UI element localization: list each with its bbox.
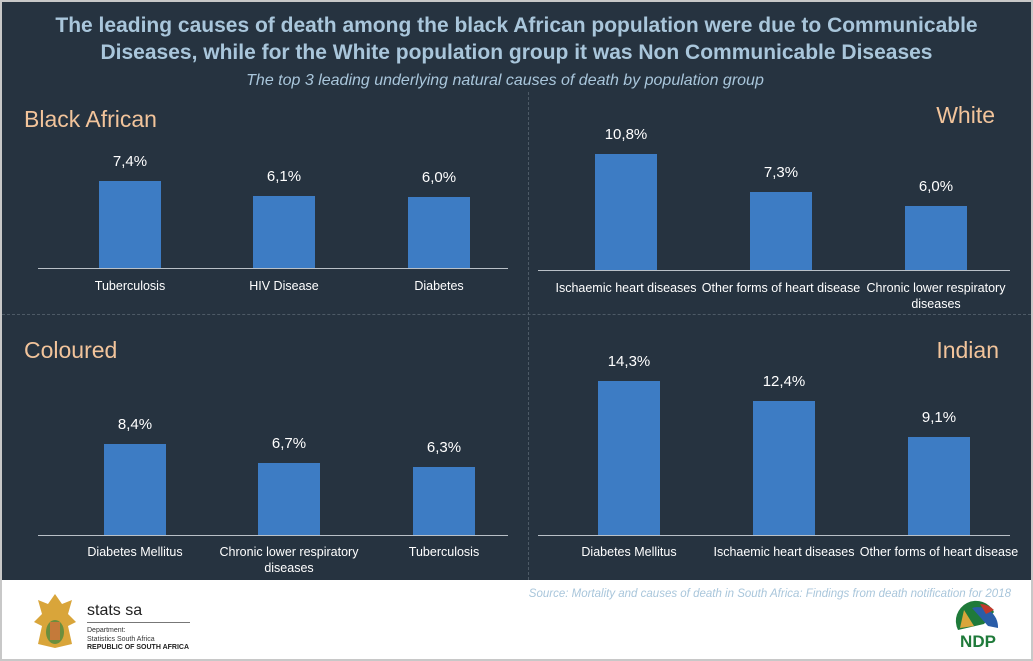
category-label: Tuberculosis xyxy=(94,279,166,293)
headline-line-1: The leading causes of death among the bl… xyxy=(55,14,978,37)
bar-other-forms-of-heart-disease xyxy=(750,191,812,270)
category-label: Other forms of heart disease xyxy=(701,281,861,295)
data-label: 9,1% xyxy=(921,408,957,426)
x-axis-line xyxy=(538,535,1010,536)
category-label: Diabetes Mellitus xyxy=(87,545,183,559)
coat-of-arms-logo xyxy=(34,594,76,648)
bar-tuberculosis xyxy=(99,180,161,268)
data-label: 12,4% xyxy=(762,373,806,391)
data-label: 6,0% xyxy=(421,169,457,187)
bar-ischaemic-heart-diseases xyxy=(595,153,657,270)
x-axis-line xyxy=(38,535,508,536)
category-label: Ischaemic heart diseases xyxy=(555,281,697,295)
data-label: 6,3% xyxy=(426,438,462,456)
category-label: Diabetes xyxy=(414,279,464,293)
dept-line-2: Statistics South Africa xyxy=(87,636,155,643)
data-label: 8,4% xyxy=(117,416,153,434)
ndp-logo: NDP xyxy=(955,600,999,650)
bar-diabetes xyxy=(408,197,470,268)
category-label: Diabetes Mellitus xyxy=(581,545,677,559)
x-axis-line xyxy=(38,268,508,269)
stats-sa-brand: stats sa xyxy=(87,602,143,619)
footer: Source: Mortality and causes of death in… xyxy=(2,580,1031,659)
data-label: 10,8% xyxy=(604,125,648,143)
panel-title: Indian xyxy=(936,337,999,363)
bar-other-forms-of-heart-disease xyxy=(908,436,970,535)
bar-diabetes-mellitus xyxy=(598,380,660,535)
category-label: Ischaemic heart diseases xyxy=(713,545,855,559)
data-label: 7,3% xyxy=(763,163,799,181)
bar-diabetes-mellitus xyxy=(104,444,166,535)
svg-text:NDP: NDP xyxy=(960,632,996,650)
department-label: Department: Statistics South Africa xyxy=(87,626,155,644)
data-label: 14,3% xyxy=(607,352,651,370)
category-label: HIV Disease xyxy=(249,279,319,293)
infographic-background xyxy=(2,2,1031,580)
bar-hiv-disease xyxy=(253,196,315,268)
panel-title: Coloured xyxy=(24,337,118,363)
country-label: REPUBLIC OF SOUTH AFRICA xyxy=(87,644,190,651)
subtitle: The top 3 leading underlying natural cau… xyxy=(246,72,764,89)
data-label: 6,1% xyxy=(266,168,302,186)
horizontal-divider xyxy=(2,314,1031,315)
bar-tuberculosis xyxy=(413,466,475,535)
headline-line-2: Diseases, while for the White population… xyxy=(100,41,933,64)
source-note: Source: Mortality and causes of death in… xyxy=(528,588,1011,600)
bar-chronic-lower-respiratory-diseases xyxy=(258,462,320,535)
bar-chronic-lower-respiratory-diseases xyxy=(905,205,967,270)
vertical-divider xyxy=(528,92,529,580)
panel-title: Black African xyxy=(24,106,157,132)
data-label: 6,0% xyxy=(918,177,954,195)
category-label: Tuberculosis xyxy=(408,545,480,559)
brand-underline xyxy=(87,622,190,623)
panel-title: White xyxy=(936,102,995,128)
category-label: Other forms of heart disease xyxy=(859,545,1019,559)
category-label: Chronic lower respiratory diseases xyxy=(866,281,1006,311)
data-label: 6,7% xyxy=(271,434,307,452)
bar-ischaemic-heart-diseases xyxy=(753,401,815,535)
category-label: Chronic lower respiratory diseases xyxy=(219,545,359,575)
data-label: 7,4% xyxy=(112,152,148,170)
x-axis-line xyxy=(538,270,1010,271)
dept-line-1: Department: xyxy=(87,627,126,634)
